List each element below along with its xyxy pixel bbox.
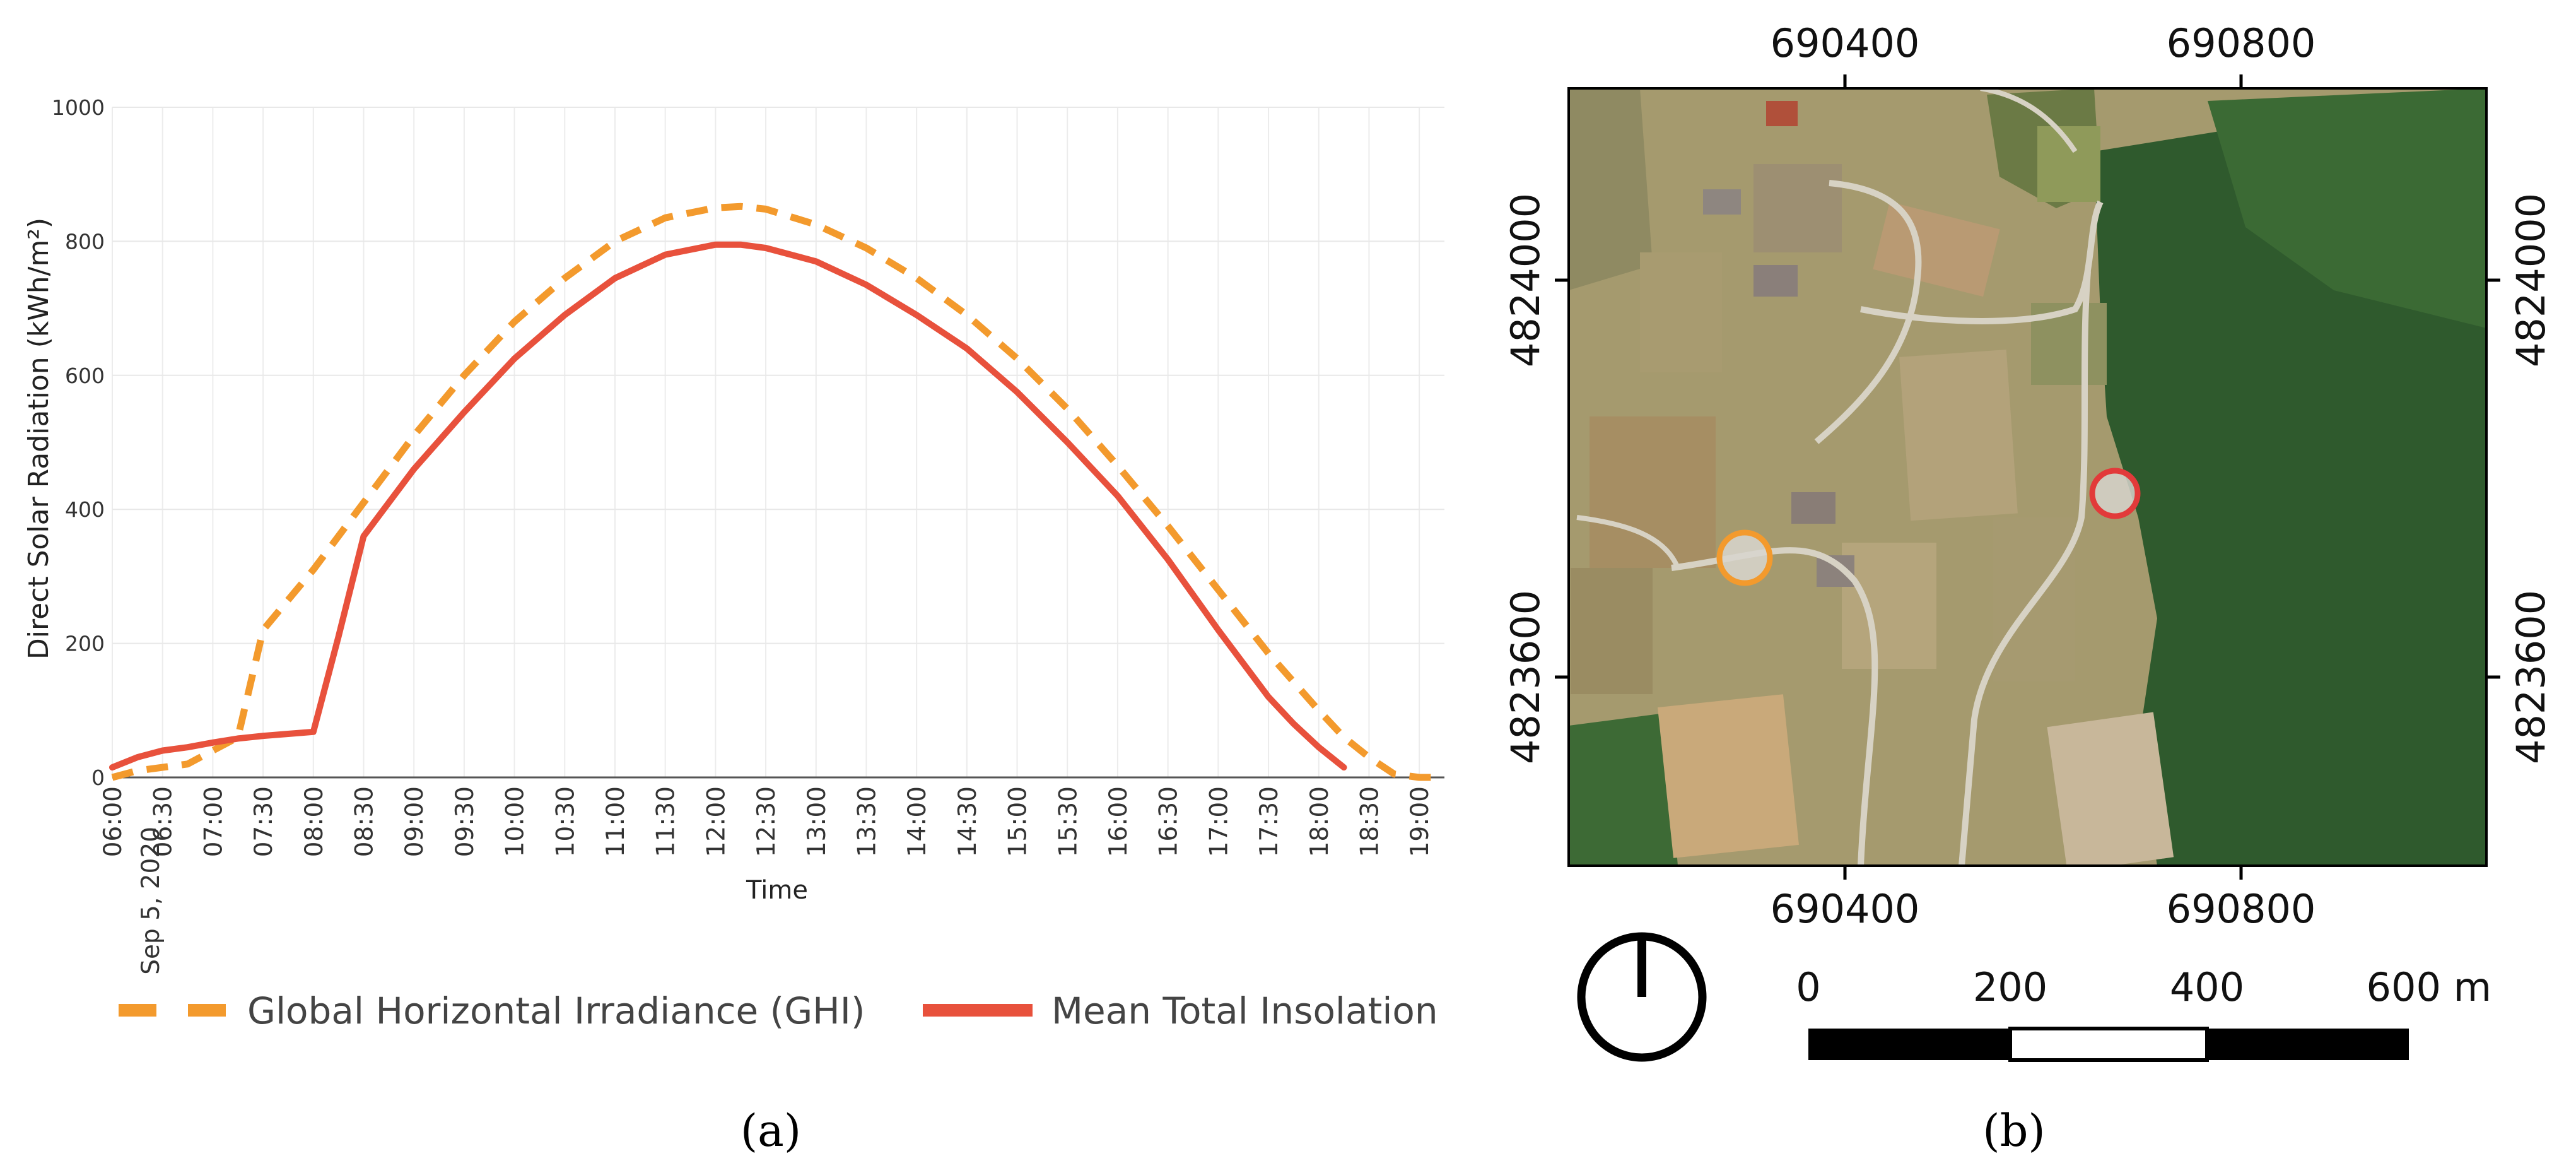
x-tick-label: 10:30 [551, 786, 580, 857]
x-tick-label: 09:00 [401, 786, 429, 857]
x-tick-label: 17:00 [1205, 786, 1233, 857]
x-tick-label: 15:00 [1004, 786, 1033, 857]
x-tick-label: 11:30 [652, 786, 681, 857]
y-tick-label: 800 [65, 229, 105, 254]
ghi-series-line [111, 203, 1444, 781]
legend-label-insolation: Mean Total Insolation [1051, 989, 1438, 1032]
x-tick-labels: 06:00 06:30 07:00 07:30 08:00 08:30 09:00 09:30… [99, 786, 1434, 857]
x-tick-label: 19:00 [1406, 786, 1434, 857]
scale-label-600m: 600 m [2367, 964, 2491, 1010]
legend: Global Horizontal Irradiance (GHI) Mean … [119, 989, 1438, 1032]
x-tick-label: 06:00 [99, 786, 127, 857]
x-tick-label: 18:30 [1355, 786, 1384, 857]
x-tick-label: 13:00 [803, 786, 831, 857]
x-tick-date-label: Sep 5, 2020 [137, 827, 165, 975]
y-tick-label: 600 [65, 363, 105, 388]
map-x-top-label-2: 690800 [2167, 20, 2316, 66]
map-x-top-label-1: 690400 [1771, 20, 1920, 66]
x-tick-label: 16:30 [1155, 786, 1183, 857]
insolation-series-line [109, 241, 1347, 771]
x-tick-label: 06:30 [149, 786, 178, 857]
scale-label-200: 200 [1973, 964, 2047, 1010]
x-tick-label: 07:30 [250, 786, 278, 857]
map-y-right-label-2: 4823600 [2508, 590, 2554, 764]
scale-label-0: 0 [1796, 964, 1820, 1010]
x-tick-label: 08:00 [300, 786, 329, 857]
x-tick-label: 12:30 [752, 786, 781, 857]
x-tick-label: 18:00 [1306, 786, 1334, 857]
line-chart: 0 200 400 600 800 1000 06:00 06:30 07:00 07:30 08… [23, 95, 1444, 1032]
legend-label-ghi: Global Horizontal Irradiance (GHI) [247, 989, 865, 1032]
x-tick-label: 17:30 [1255, 786, 1284, 857]
x-tick-label: 12:00 [702, 786, 730, 857]
panel-label-b: (b) [1982, 1105, 2045, 1157]
y-tick-label: 400 [65, 497, 105, 522]
x-tick-label: 09:30 [451, 786, 479, 857]
map-y-right-label-1: 4824000 [2508, 193, 2554, 367]
aerial-imagery [1569, 88, 2486, 866]
x-tick-label: 14:00 [903, 786, 932, 857]
x-tick-label: 16:00 [1104, 786, 1133, 857]
x-tick-label: 13:30 [853, 786, 881, 857]
map-x-bottom-label-1: 690400 [1771, 886, 1920, 932]
y-tick-label: 1000 [52, 95, 105, 120]
x-tick-label: 07:00 [199, 786, 228, 857]
map-x-bottom-label-2: 690800 [2167, 886, 2316, 932]
y-tick-labels: 0 200 400 600 800 1000 [52, 95, 105, 790]
x-tick-label: 11:00 [602, 786, 630, 857]
x-tick-label: 08:30 [350, 786, 378, 857]
y-tick-label: 200 [65, 632, 105, 656]
y-gridlines [112, 107, 1444, 644]
x-tick-label: 14:30 [954, 786, 982, 857]
x-tick-label: 15:30 [1054, 786, 1082, 857]
map-frame [1567, 87, 2488, 867]
series-lines [109, 203, 1444, 781]
x-axis-title: Time [746, 876, 808, 905]
map-y-left-label-2: 4823600 [1502, 590, 1549, 764]
aerial-map: 690400 690800 690400 690800 4824000 4823… [1502, 20, 2554, 1062]
scale-label-400: 400 [2170, 964, 2244, 1010]
map-y-left-label-1: 4824000 [1502, 193, 1549, 367]
north-arrow-icon [1577, 932, 1707, 1062]
orange-site-marker [1716, 529, 1773, 586]
red-site-marker [2089, 468, 2141, 519]
y-tick-label: 0 [91, 765, 105, 790]
panel-label-a: (a) [741, 1105, 801, 1157]
x-tick-label: 10:00 [501, 786, 530, 857]
scale-bar: 0 200 400 600 m [1796, 964, 2491, 1062]
y-axis-title: Direct Solar Radiation (kWh/m²) [23, 218, 55, 659]
